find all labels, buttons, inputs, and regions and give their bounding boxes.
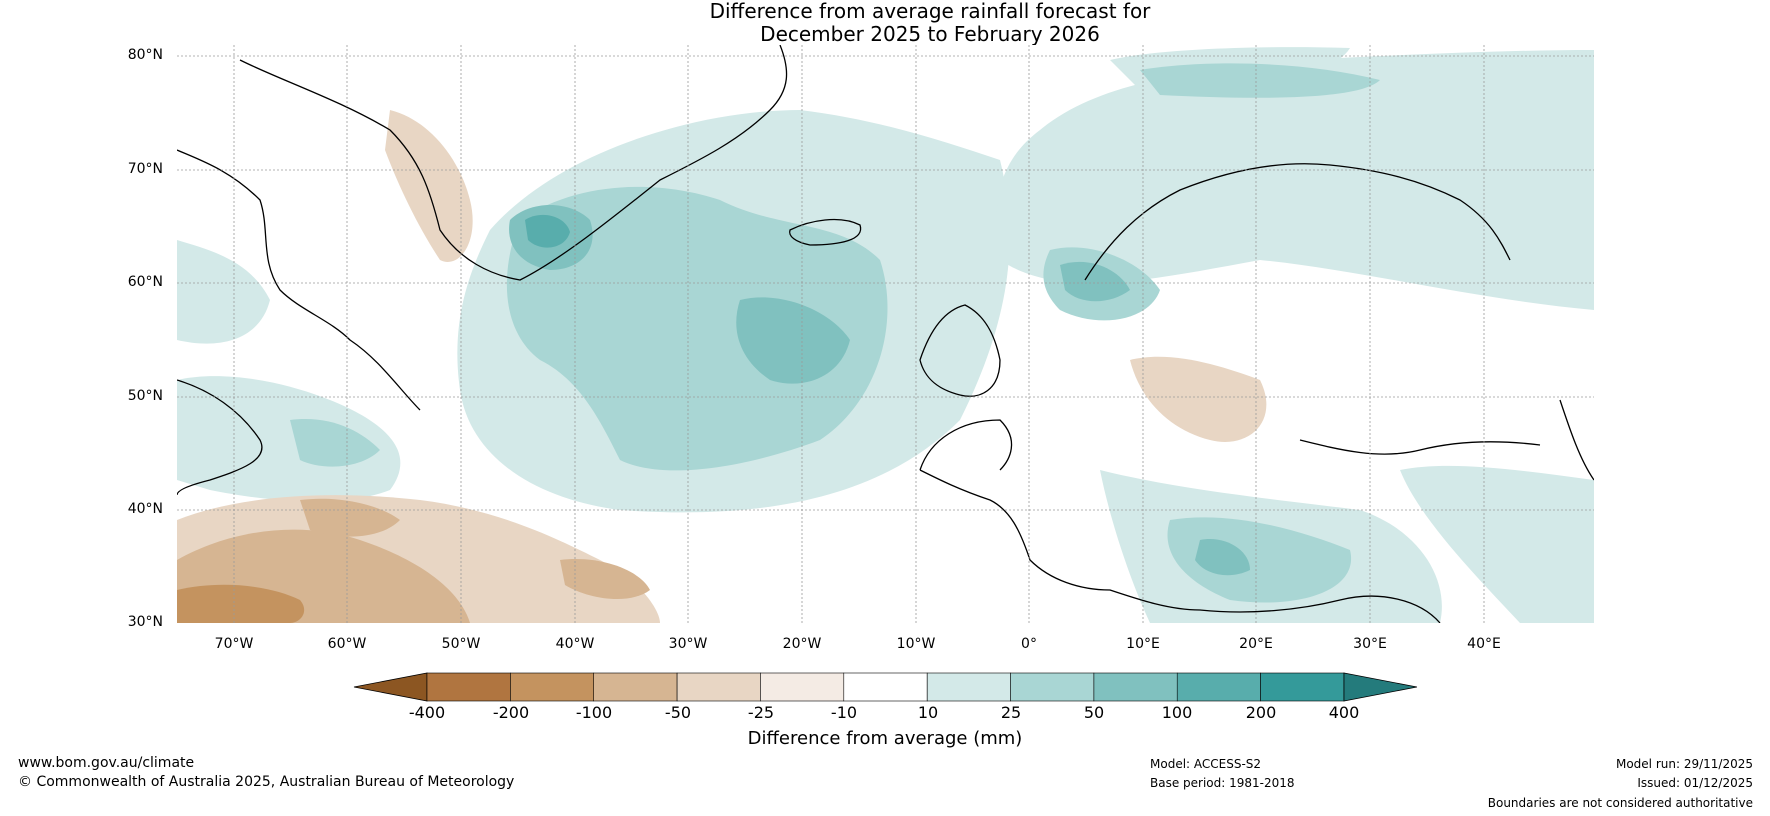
title-line-1: Difference from average rainfall forecas… — [709, 0, 1151, 23]
lat-label-30n: 30°N — [127, 614, 163, 630]
colorbar-tick-minus-200: -200 — [492, 703, 530, 722]
anomaly-minus-100-minus-50-region — [177, 584, 305, 623]
colorbar-swatch — [1260, 672, 1345, 702]
colorbar-label: Difference from average (mm) — [747, 728, 1023, 749]
colorbar-tick-100: 100 — [1161, 703, 1193, 722]
title-line-2: December 2025 to February 2026 — [760, 22, 1100, 46]
lon-label-40e: 40°E — [1467, 636, 1501, 652]
lon-label-0: 0° — [1021, 636, 1037, 652]
lon-label-70w: 70°W — [214, 636, 254, 652]
map-title: Difference from average rainfall forecas… — [0, 0, 1770, 46]
colorbar-tick-400: 400 — [1328, 703, 1360, 722]
colorbar-swatch — [1010, 672, 1095, 702]
lon-label-10e: 10°E — [1126, 636, 1160, 652]
colorbar-swatch — [760, 672, 845, 702]
footer-model: Model: ACCESS-S2 — [1150, 757, 1262, 771]
anomaly-25-50-regions — [290, 63, 1380, 603]
lon-label-40w: 40°W — [555, 636, 595, 652]
colorbar-tick-50: 50 — [1083, 703, 1105, 722]
colorbar-tick-minus-50: -50 — [664, 703, 692, 722]
colorbar-swatch — [926, 672, 1011, 702]
colorbar-extend-low — [353, 672, 428, 702]
lon-label-30e: 30°E — [1353, 636, 1387, 652]
lon-label-10w: 10°W — [896, 636, 936, 652]
colorbar — [353, 672, 1418, 702]
colorbar-swatch — [1176, 672, 1261, 702]
graticule-lines — [177, 45, 1594, 623]
colorbar-tick-25: 25 — [1000, 703, 1022, 722]
colorbar-tick-minus-100: -100 — [575, 703, 613, 722]
colorbar-swatch — [843, 672, 928, 702]
colorbar-tick-10: 10 — [917, 703, 939, 722]
lon-label-20e: 20°E — [1239, 636, 1273, 652]
lat-label-50n: 50°N — [127, 388, 163, 404]
lat-label-70n: 70°N — [127, 161, 163, 177]
colorbar-tick-minus-10: -10 — [830, 703, 858, 722]
footer-disclaimer: Boundaries are not considered authoritat… — [1487, 796, 1753, 810]
footer-issued: Issued: 01/12/2025 — [1637, 776, 1753, 790]
lat-label-60n: 60°N — [127, 274, 163, 290]
colorbar-extend-high — [1343, 672, 1418, 702]
footer-base-period: Base period: 1981-2018 — [1150, 776, 1295, 790]
lon-label-60w: 60°W — [327, 636, 367, 652]
footer-copyright: © Commonwealth of Australia 2025, Austra… — [18, 774, 515, 790]
anomaly-100-200-core — [525, 214, 570, 248]
colorbar-swatch — [510, 672, 595, 702]
colorbar-tick-minus-25: -25 — [747, 703, 775, 722]
colorbar-swatch — [426, 672, 511, 702]
lon-label-50w: 50°W — [441, 636, 481, 652]
colorbar-tick-minus-400: -400 — [408, 703, 446, 722]
lon-label-20w: 20°W — [782, 636, 822, 652]
lat-label-80n: 80°N — [127, 47, 163, 63]
colorbar-swatch — [1093, 672, 1178, 702]
map-area — [177, 45, 1594, 623]
footer-model-run: Model run: 29/11/2025 — [1615, 757, 1753, 771]
colorbar-tick-200: 200 — [1245, 703, 1277, 722]
footer-url: www.bom.gov.au/climate — [18, 755, 195, 771]
lon-label-30w: 30°W — [668, 636, 708, 652]
lat-label-40n: 40°N — [127, 501, 163, 517]
colorbar-swatch — [676, 672, 761, 702]
colorbar-swatch — [593, 672, 678, 702]
